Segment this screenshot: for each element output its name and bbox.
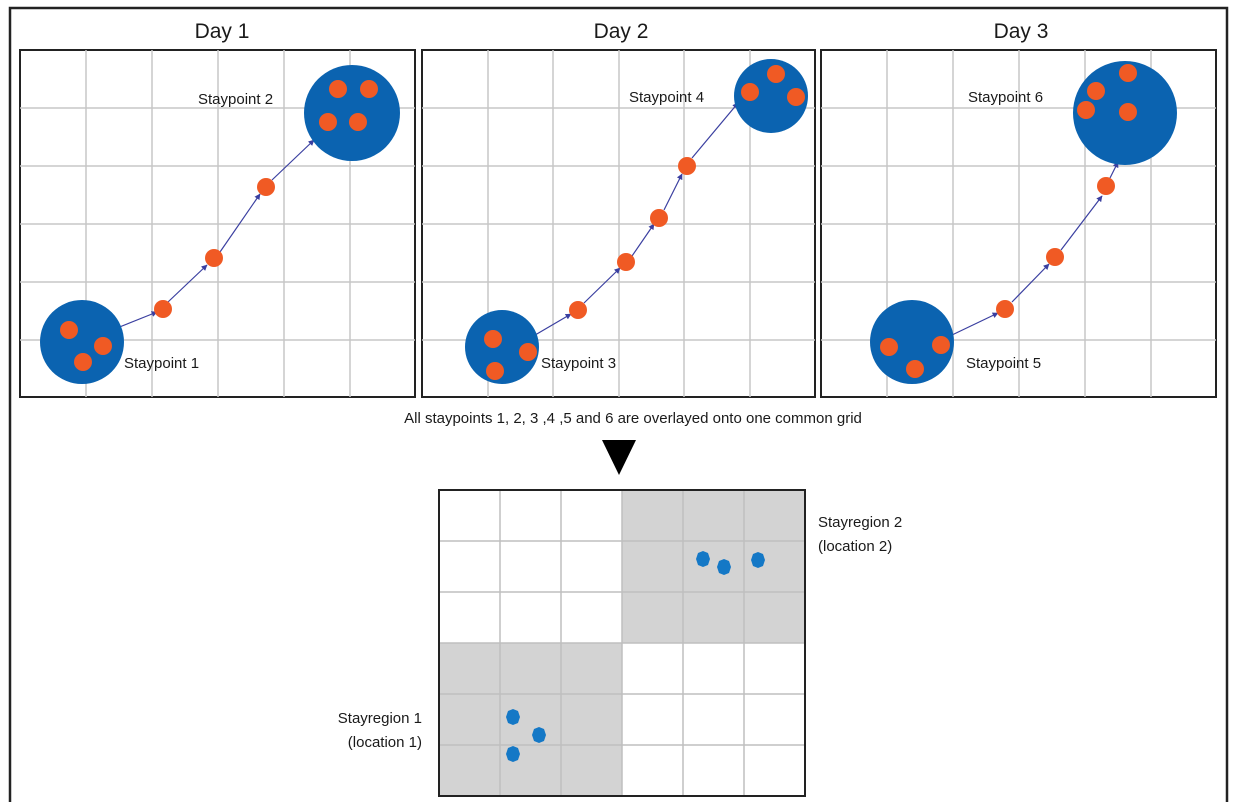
stayregion-2-markers (696, 551, 765, 575)
staypoint-3-label: Staypoint 3 (541, 355, 616, 372)
stayregion-1-markers (506, 709, 546, 762)
staypoint-6-label: Staypoint 6 (968, 89, 1043, 106)
day-panel-2: Day 2 (421, 20, 816, 398)
staypoint-4-cluster (734, 59, 808, 133)
staypoint-2-cluster (304, 65, 400, 161)
staypoint-2-label: Staypoint 2 (198, 91, 273, 108)
common-grid (438, 489, 806, 797)
day-1-gps-points (60, 80, 378, 371)
day-3-trajectory (951, 161, 1119, 336)
stayregion-2-label: Stayregion 2 (818, 514, 902, 531)
stayregion-2-location: (location 2) (818, 538, 892, 555)
staypoint-5-label: Staypoint 5 (966, 355, 1041, 372)
stayregion-1-label: Stayregion 1 (338, 710, 422, 727)
common-grid-frame (438, 489, 806, 797)
staypoint-1-cluster (40, 300, 124, 384)
common-grid-lines (439, 490, 805, 796)
stayregion-1-area (439, 643, 622, 796)
day-3-gps-points (880, 64, 1137, 378)
staypoint-5-cluster (870, 300, 954, 384)
day-2-title: Day 2 (594, 20, 649, 43)
outer-frame (8, 6, 1229, 802)
day-1-title: Day 1 (195, 20, 250, 43)
overlay-caption: All staypoints 1, 2, 3 ,4 ,5 and 6 are o… (404, 410, 862, 427)
staypoint-1-label: Staypoint 1 (124, 355, 199, 372)
staypoint-3-cluster (465, 310, 539, 384)
stayregion-1-location: (location 1) (348, 734, 422, 751)
day-2-trajectory (529, 102, 739, 339)
day-panel-1: Day 1 (19, 20, 416, 398)
stayregion-2-area (622, 490, 805, 643)
day-panel-3: Day 3 (820, 20, 1217, 398)
day-3-title: Day 3 (994, 20, 1049, 43)
staypoint-4-label: Staypoint 4 (629, 89, 704, 106)
down-arrow-icon (602, 440, 636, 475)
day-2-gps-points (484, 65, 805, 380)
